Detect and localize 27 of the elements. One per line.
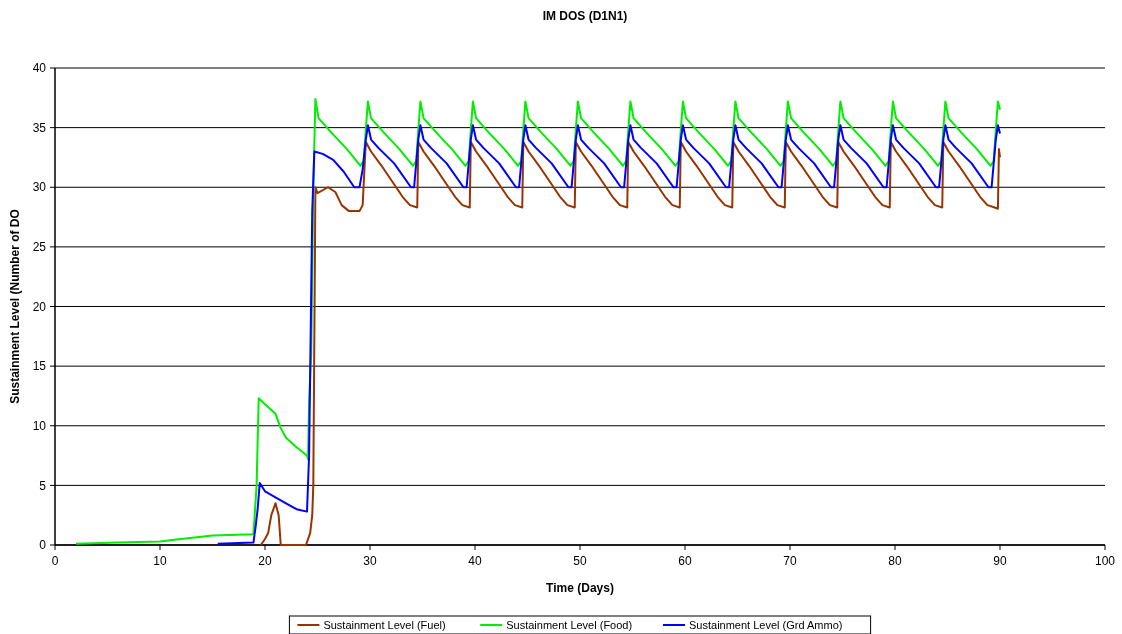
y-tick-label: 0 [39,538,47,553]
x-tick-label: 30 [363,554,377,568]
legend-label: Sustainment Level (Fuel) [323,619,446,631]
x-tick-label: 50 [573,554,587,568]
chart-title: IM DOS (D1N1) [542,9,628,23]
y-axis-title: Sustainment Level (Number of DO [8,209,22,404]
x-tick-label: 70 [783,554,797,568]
y-tick-label: 35 [32,120,47,135]
y-tick-label: 15 [32,359,47,374]
x-tick-label: 10 [153,554,167,568]
x-tick-label: 60 [678,554,692,568]
x-axis-title: Time (Days) [546,581,614,595]
y-tick-label: 30 [32,180,47,195]
line-series [75,98,1001,545]
y-tick-label: 40 [32,61,47,76]
x-tick-label: 80 [888,554,902,568]
y-tick-label: 25 [32,240,47,255]
y-tick-label: 10 [32,418,47,433]
x-tick-label: 0 [51,554,59,568]
y-tick-label: 5 [39,478,47,493]
y-tick-label: 20 [32,299,47,314]
x-tick-label: 100 [1094,554,1116,568]
x-tick-label: 20 [258,554,272,568]
legend-label: Sustainment Level (Food) [506,619,633,631]
x-tick-label: 90 [993,554,1007,568]
x-tick-label: 40 [468,554,482,568]
legend-label: Sustainment Level (Grd Ammo) [689,619,843,631]
